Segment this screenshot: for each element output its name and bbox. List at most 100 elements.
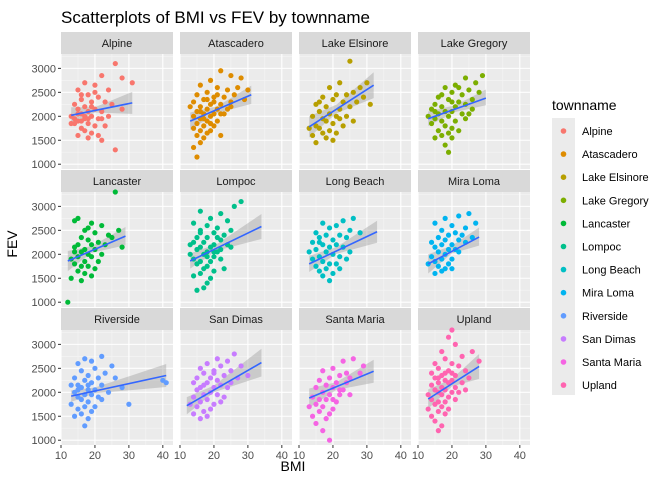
legend-label: Lake Gregory xyxy=(582,195,649,207)
data-point xyxy=(218,363,224,369)
data-point xyxy=(439,132,445,139)
data-point xyxy=(313,420,319,427)
data-point xyxy=(88,242,95,248)
data-point xyxy=(224,358,231,364)
data-point xyxy=(326,128,333,134)
data-point xyxy=(78,396,84,403)
data-point xyxy=(330,120,336,127)
data-point xyxy=(214,84,220,91)
data-point xyxy=(85,399,91,405)
data-point xyxy=(320,273,326,279)
data-point xyxy=(88,99,95,105)
data-point xyxy=(326,244,333,250)
data-point xyxy=(95,239,101,245)
data-point xyxy=(445,232,452,238)
x-tick-label: 30 xyxy=(242,450,254,462)
facet-panel: Alpine 1000 1500 2000 2500 3000 xyxy=(32,32,173,171)
data-point xyxy=(82,270,88,277)
data-point xyxy=(306,404,312,410)
regression-line xyxy=(67,235,126,262)
y-tick-label: 1000 xyxy=(32,297,56,309)
data-point xyxy=(309,113,316,119)
data-point xyxy=(316,108,322,115)
data-point xyxy=(442,142,448,148)
data-point xyxy=(439,404,445,410)
facet-panel: Mira Loma xyxy=(417,170,530,307)
data-point xyxy=(218,246,224,253)
data-point xyxy=(316,396,322,403)
facet-panel: Long Beach xyxy=(298,170,411,307)
data-point xyxy=(347,392,353,398)
data-point xyxy=(204,234,210,241)
facet-strip-label: Santa Maria xyxy=(325,314,385,326)
data-point xyxy=(357,84,363,91)
data-point xyxy=(449,135,455,141)
data-point xyxy=(214,92,220,98)
data-point xyxy=(187,104,193,110)
data-point xyxy=(449,256,455,262)
data-point xyxy=(466,87,472,93)
data-point xyxy=(459,111,465,117)
data-point xyxy=(214,377,220,383)
data-point xyxy=(432,135,438,141)
data-point xyxy=(456,128,462,134)
data-point xyxy=(309,413,316,419)
data-point xyxy=(78,263,84,269)
data-point xyxy=(95,375,101,381)
regression-line xyxy=(427,97,487,120)
data-point xyxy=(112,60,118,67)
data-point xyxy=(435,375,441,381)
data-point xyxy=(313,246,319,253)
facet-strip-label: Mira Loma xyxy=(448,176,501,188)
regression-line xyxy=(308,370,374,399)
panel-background xyxy=(418,192,530,307)
data-point xyxy=(190,99,197,105)
data-point xyxy=(435,408,441,415)
facet-strip xyxy=(61,308,173,330)
data-point xyxy=(71,413,78,419)
data-point xyxy=(99,222,105,229)
facet-panels: Alpine 1000 1500 2000 2500 3000 Atascadero Lake… xyxy=(32,32,530,462)
data-point xyxy=(214,392,220,398)
data-point xyxy=(347,375,353,381)
data-point xyxy=(459,380,465,386)
data-point xyxy=(224,218,231,224)
data-point xyxy=(435,263,441,269)
data-point xyxy=(68,401,74,407)
data-point xyxy=(214,118,220,124)
data-point xyxy=(190,125,197,131)
data-point xyxy=(350,356,356,362)
data-point xyxy=(190,394,197,400)
data-point xyxy=(466,111,472,117)
data-point xyxy=(428,239,435,245)
data-point xyxy=(347,227,353,233)
data-point xyxy=(449,89,455,95)
legend-key xyxy=(560,336,567,342)
data-point xyxy=(194,261,200,267)
data-point xyxy=(82,423,88,429)
x-tick-label: 10 xyxy=(293,450,305,462)
data-point xyxy=(449,389,455,395)
data-point xyxy=(445,394,452,400)
data-point xyxy=(330,137,336,143)
data-point xyxy=(469,348,475,355)
data-point xyxy=(439,118,445,124)
data-point xyxy=(207,406,214,412)
data-point xyxy=(71,101,78,107)
facet-strip-label: Lancaster xyxy=(93,176,142,188)
facet-panel: San Dimas 10 20 30 40 xyxy=(174,308,292,462)
data-point xyxy=(204,254,210,260)
facet-strip xyxy=(299,32,411,54)
data-point xyxy=(333,222,339,229)
data-point xyxy=(102,123,108,129)
data-point xyxy=(190,411,197,417)
data-point xyxy=(78,234,84,241)
data-point xyxy=(197,128,203,134)
data-point xyxy=(330,396,336,403)
data-point xyxy=(432,108,438,115)
data-point xyxy=(119,106,125,112)
facet-panel: Santa Maria 10 20 30 40 xyxy=(293,308,411,462)
data-point xyxy=(129,80,135,86)
data-point xyxy=(197,208,203,214)
data-point xyxy=(105,389,112,395)
